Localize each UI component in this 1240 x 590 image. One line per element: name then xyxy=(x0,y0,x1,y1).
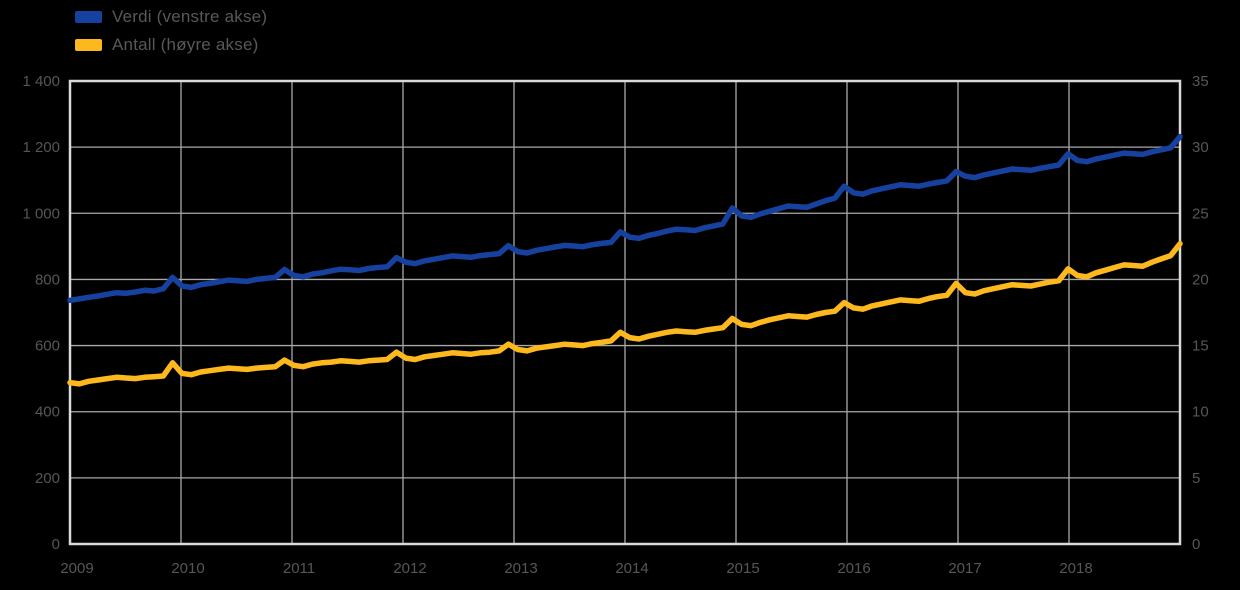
series-line-verdi xyxy=(67,133,1183,304)
legend-label-antall: Antall (høyre akse) xyxy=(112,35,259,54)
x-axis-tick-label: 2010 xyxy=(171,560,204,577)
right-axis-tick-label: 10 xyxy=(1192,404,1209,421)
x-axis-tick-label: 2012 xyxy=(393,560,426,577)
left-axis-tick-label: 0 xyxy=(52,536,60,553)
left-axis-tick-label: 1 200 xyxy=(22,139,60,156)
left-axis-tick-label: 800 xyxy=(35,271,60,288)
right-axis-tick-label: 20 xyxy=(1192,271,1209,288)
legend: Verdi (venstre akse) Antall (høyre akse) xyxy=(75,6,267,55)
left-axis-tick-label: 400 xyxy=(35,404,60,421)
legend-label-verdi: Verdi (venstre akse) xyxy=(112,7,268,26)
right-axis-tick-label: 15 xyxy=(1192,338,1209,355)
right-axis-tick-label: 25 xyxy=(1192,205,1209,222)
left-axis-tick-label: 1 000 xyxy=(22,205,60,222)
series-line-antall xyxy=(67,240,1183,387)
plot-border xyxy=(68,79,1182,546)
right-axis-tick-label: 30 xyxy=(1192,139,1209,156)
left-axis-tick-label: 200 xyxy=(35,470,60,487)
x-axis-tick-label: 2013 xyxy=(504,560,537,577)
x-axis-tick-label: 2016 xyxy=(837,560,870,577)
x-axis-tick-label: 2018 xyxy=(1059,560,1092,577)
right-axis-tick-label: 0 xyxy=(1192,536,1200,553)
left-axis-tick-label: 1 400 xyxy=(22,73,60,90)
x-axis-tick-label: 2015 xyxy=(726,560,759,577)
left-axis-tick-label: 600 xyxy=(35,338,60,355)
x-axis-tick-label: 2017 xyxy=(948,560,981,577)
x-axis-tick-label: 2011 xyxy=(283,560,315,577)
legend-swatch-verdi xyxy=(75,10,102,23)
legend-item-antall: Antall (høyre akse) xyxy=(75,34,267,55)
right-axis-tick-label: 35 xyxy=(1192,73,1209,90)
x-axis-tick-label: 2014 xyxy=(615,560,648,577)
x-axis-tick-label: 2009 xyxy=(60,560,93,577)
legend-swatch-antall xyxy=(75,38,102,51)
legend-item-verdi: Verdi (venstre akse) xyxy=(75,6,267,27)
right-axis-tick-label: 5 xyxy=(1192,470,1200,487)
